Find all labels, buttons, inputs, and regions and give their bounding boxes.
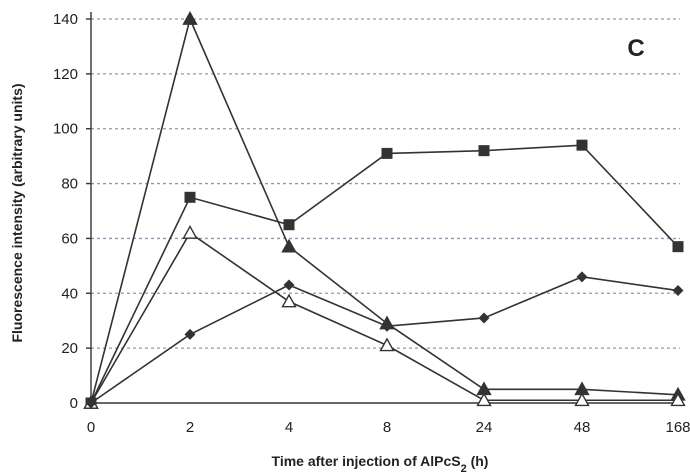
y-tick-label: 20: [61, 340, 78, 357]
data-point-square-filled: [283, 219, 295, 231]
y-tick-label: 60: [61, 230, 78, 247]
data-point-diamond-filled: [478, 312, 490, 324]
y-tick-labels: 0 20 40 60 80 100 120 140: [53, 11, 91, 412]
x-tick-label: 168: [665, 419, 690, 436]
x-axis-title-subscript: 2: [461, 463, 467, 474]
data-point-diamond-filled: [283, 279, 295, 291]
y-tick-label: 0: [70, 395, 78, 412]
data-point-triangle-filled: [182, 11, 198, 25]
data-point-triangle-open: [476, 392, 492, 407]
data-point-diamond-filled: [184, 328, 196, 340]
x-tick-labels: 0 2 4 8 24 48 168: [87, 419, 690, 436]
panel-label: C: [627, 35, 644, 62]
y-tick-label: 100: [53, 121, 78, 138]
data-point-triangle-open: [281, 293, 297, 308]
data-point-diamond-filled: [576, 271, 588, 283]
series-line-diamond-filled: [90, 276, 679, 404]
data-point-triangle-open: [670, 392, 686, 407]
data-point-square-filled: [672, 241, 684, 253]
x-tick-label: 8: [383, 419, 391, 436]
data-point-square-filled: [478, 145, 490, 157]
data-point-diamond-filled: [672, 285, 684, 297]
series-markers: [83, 11, 686, 409]
y-tick-label: 120: [53, 66, 78, 83]
x-tick-label: 0: [87, 419, 95, 436]
y-axis-title: Fluorescence intensity (arbitrary units): [9, 83, 25, 342]
x-axis-title-suffix: (h): [467, 453, 489, 469]
data-point-square-filled: [381, 147, 393, 159]
data-point-diamond-filled: [85, 397, 97, 409]
y-tick-label: 140: [53, 11, 78, 28]
data-point-triangle-open: [182, 225, 198, 239]
y-tick-label: 80: [61, 176, 78, 193]
grid-lines: [91, 18, 680, 349]
x-tick-label: 4: [285, 419, 293, 436]
y-tick-label: 40: [61, 285, 78, 302]
data-point-triangle-open: [574, 392, 590, 407]
x-tick-label: 48: [574, 419, 591, 436]
data-point-diamond-filled: [381, 320, 393, 332]
data-point-triangle-filled: [281, 238, 297, 253]
series-line-triangle-open: [90, 231, 678, 404]
x-tick-label: 24: [476, 419, 493, 436]
x-axis-title-main: Time after injection of AlPcS: [272, 453, 461, 469]
data-point-square-filled: [576, 139, 588, 151]
x-axis-title: Time after injection of AlPcS2 (h): [272, 453, 489, 474]
data-point-square-filled: [184, 191, 196, 203]
data-point-triangle-open: [379, 337, 395, 352]
x-tick-label: 2: [186, 419, 194, 436]
